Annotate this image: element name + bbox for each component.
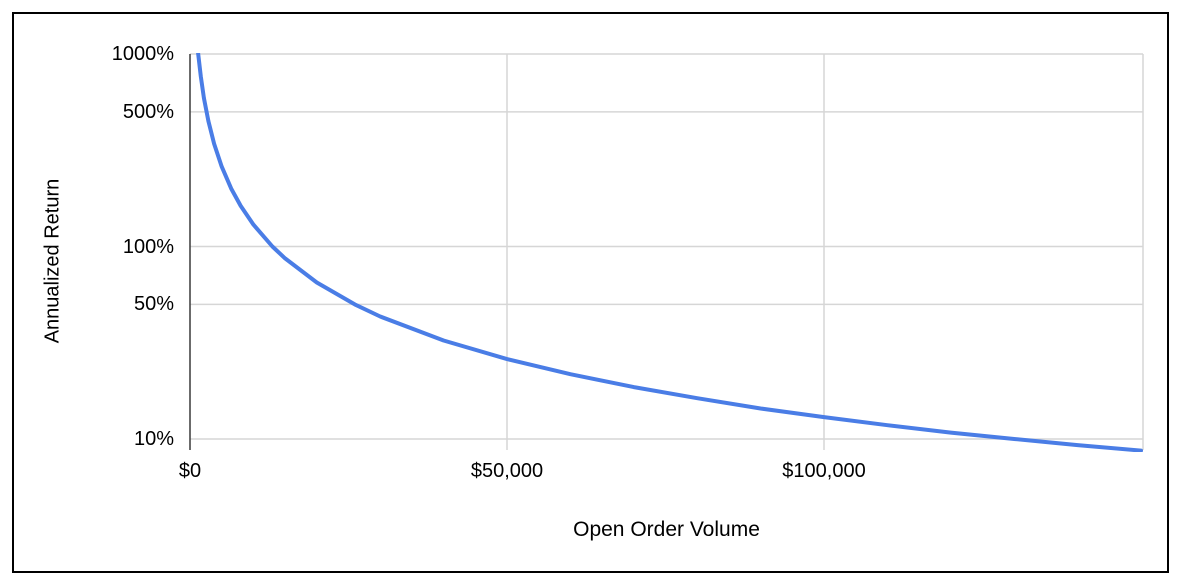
series-line bbox=[196, 53, 1143, 452]
x-axis-title: Open Order Volume bbox=[573, 518, 760, 541]
y-axis-title: Annualized Return bbox=[41, 178, 64, 344]
